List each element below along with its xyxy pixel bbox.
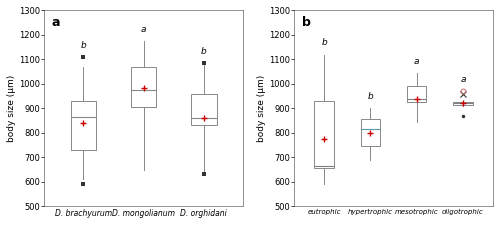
Bar [70,101,96,150]
Text: b: b [321,38,327,47]
Text: b: b [80,40,86,50]
Text: a: a [414,56,420,65]
Bar [191,94,216,126]
Text: a: a [52,16,60,29]
Bar [453,101,472,106]
Y-axis label: body size (μm): body size (μm) [7,75,16,142]
Text: b: b [368,92,374,101]
Y-axis label: body size (μm): body size (μm) [257,75,266,142]
Text: a: a [460,75,466,84]
Bar [314,101,334,168]
Text: a: a [141,25,146,34]
Bar [407,86,426,102]
Text: b: b [201,47,206,56]
Text: b: b [302,16,311,29]
Bar [360,119,380,146]
Bar [131,67,156,107]
